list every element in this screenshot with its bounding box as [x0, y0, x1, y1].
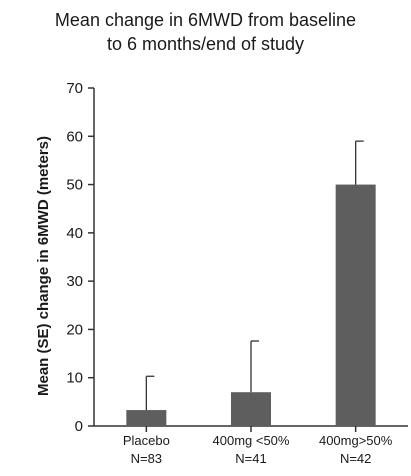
chart-bars — [126, 184, 376, 426]
y-tick-label: 70 — [66, 80, 83, 97]
y-tick-label: 60 — [66, 128, 83, 145]
y-tick-label: 0 — [75, 418, 83, 435]
y-tick-label: 30 — [66, 273, 83, 290]
x-category-label: 400mg <50% — [213, 433, 290, 448]
x-axis-categories: Placebo N=83 400mg <50% N=41 400mg>50% N=42 — [123, 433, 393, 466]
y-axis-ticks: 0 10 20 30 40 50 60 70 — [66, 80, 94, 435]
chart-error-bars — [145, 140, 364, 411]
chart-title: Mean change in 6MWD from baseline to 6 m… — [0, 8, 411, 56]
x-category-label: 400mg>50% — [319, 433, 393, 448]
x-category-n-label: N=42 — [340, 451, 371, 466]
bar-1 — [126, 410, 167, 426]
chart-title-line-1: Mean change in 6MWD from baseline — [54, 10, 357, 30]
y-axis-label: Mean (SE) change in 6MWD (meters) — [35, 136, 52, 396]
chart-title-line-2: to 6 months/end of study — [106, 34, 305, 54]
y-tick-label: 50 — [66, 177, 83, 194]
x-category-label: Placebo — [123, 433, 170, 448]
y-tick-label: 20 — [66, 321, 83, 338]
x-category-n-label: N=83 — [131, 451, 162, 466]
bar-3 — [335, 184, 376, 426]
x-category-n-label: N=41 — [235, 451, 266, 466]
bar-2 — [231, 392, 271, 426]
y-tick-label: 40 — [66, 225, 83, 242]
y-tick-label: 10 — [66, 370, 83, 387]
